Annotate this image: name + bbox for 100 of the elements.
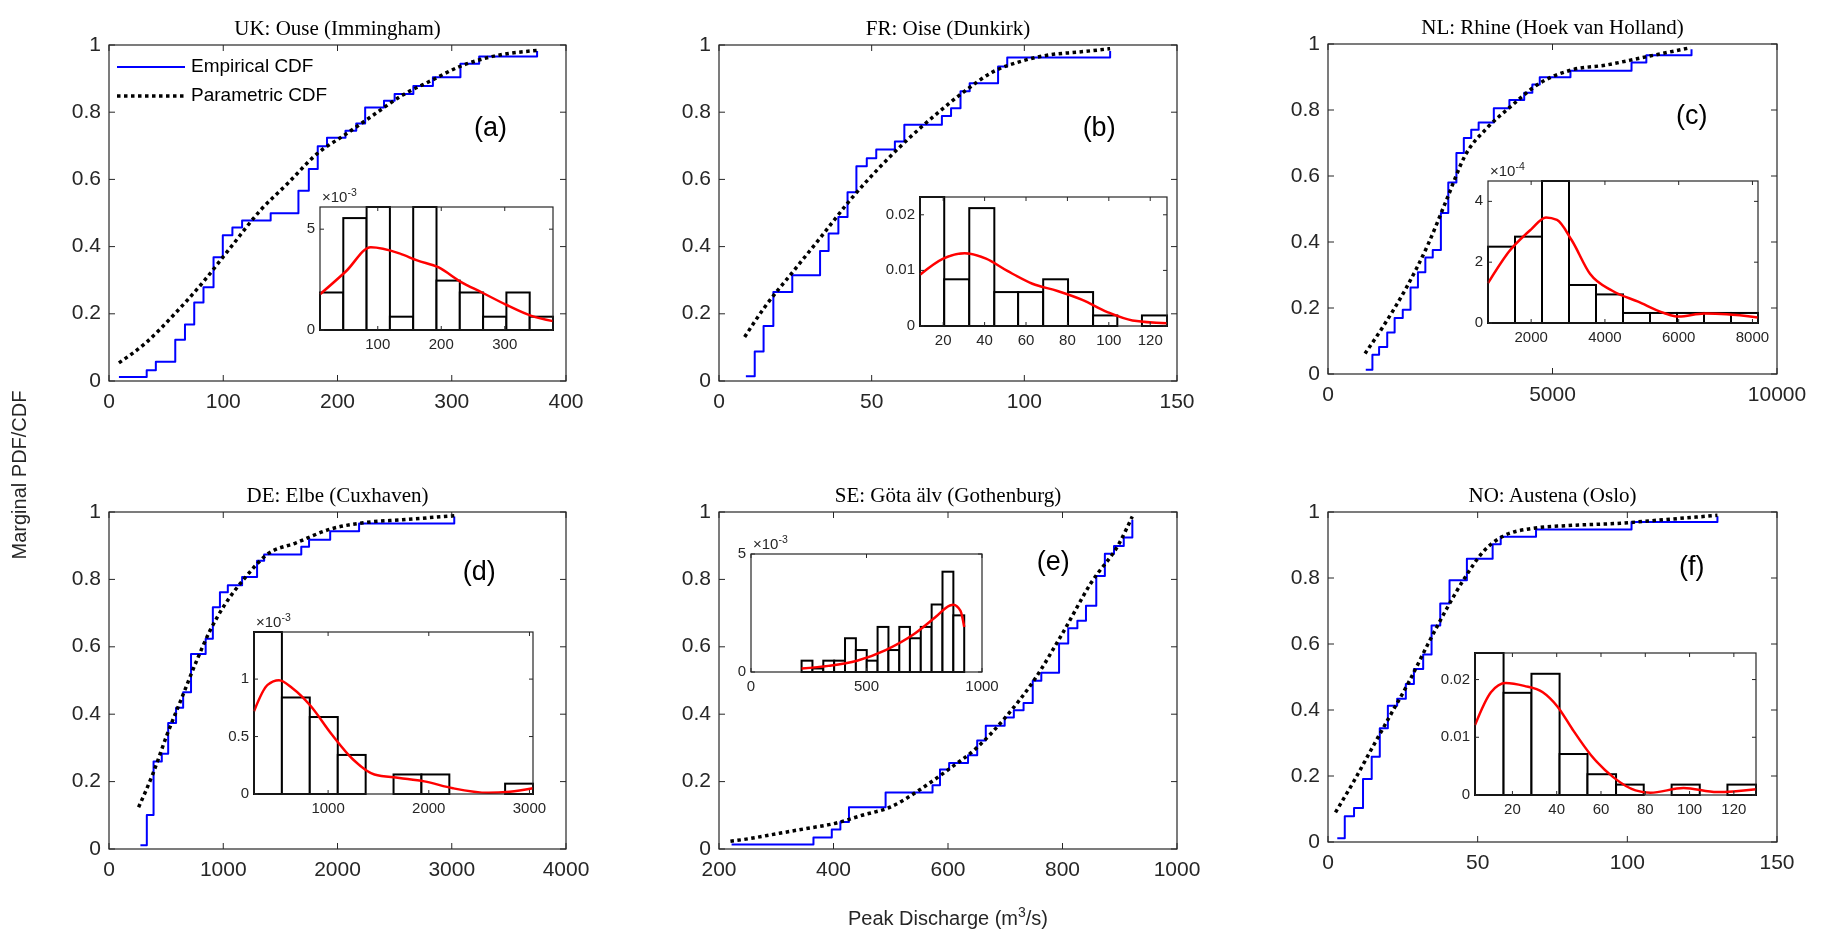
y-tick-label: 0.6 bbox=[71, 633, 101, 657]
y-tick-label: 0.01 bbox=[1440, 727, 1470, 745]
y-tick-label: 0.4 bbox=[1290, 228, 1321, 252]
y-tick-label: 0.5 bbox=[228, 726, 249, 744]
x-tick-label: 300 bbox=[492, 335, 518, 353]
y-tick-label: 1 bbox=[699, 31, 711, 55]
annotation: ×10$^{-3}$ bbox=[256, 611, 291, 630]
annotation: (b) bbox=[1082, 112, 1116, 143]
x-tick-label: 40 bbox=[976, 331, 993, 349]
x-tick-label: 100 bbox=[1006, 389, 1042, 413]
y-tick-label: 0.2 bbox=[681, 768, 711, 792]
x-tick-label: 400 bbox=[548, 389, 584, 413]
legend-label: Empirical CDF bbox=[191, 55, 314, 77]
x-tick-label: 2000 bbox=[314, 857, 361, 881]
x-tick-label: 8000 bbox=[1735, 328, 1770, 346]
y-tick-label: 0 bbox=[1461, 784, 1470, 802]
x-tick-label: 120 bbox=[1137, 331, 1163, 349]
x-tick-label: 1000 bbox=[311, 799, 345, 817]
x-tick-label: 600 bbox=[930, 857, 966, 881]
y-tick-label: 0.2 bbox=[71, 300, 101, 324]
y-tick-label: 1 bbox=[699, 498, 711, 522]
line-series bbox=[918, 251, 1169, 325]
x-tick-label: 3000 bbox=[512, 799, 547, 817]
line-series bbox=[1473, 681, 1758, 794]
annotation: (e) bbox=[1036, 545, 1070, 576]
x-tick-label: 50 bbox=[1465, 850, 1490, 874]
y-tick-label: 1 bbox=[1308, 498, 1320, 522]
y-tick-label: 0.8 bbox=[71, 98, 101, 122]
y-tick-label: 0 bbox=[89, 367, 101, 391]
x-tick-label: 6000 bbox=[1662, 328, 1696, 346]
chart-title: FR: Oise (Dunkirk) bbox=[865, 16, 1031, 40]
y-tick-label: 0.2 bbox=[71, 768, 101, 792]
chart-title: NO: Austena (Oslo) bbox=[1468, 483, 1637, 507]
y-tick-label: 0.2 bbox=[1290, 762, 1320, 786]
x-tick-label: 150 bbox=[1159, 389, 1195, 413]
x-tick-label: 20 bbox=[934, 331, 952, 349]
x-tick-label: 500 bbox=[853, 677, 880, 695]
y-tick-label: 1 bbox=[1308, 30, 1320, 54]
annotation: (d) bbox=[462, 555, 496, 586]
x-tick-label: 100 bbox=[205, 389, 241, 413]
x-tick-label: 800 bbox=[1044, 857, 1081, 881]
y-tick-label: 1 bbox=[89, 498, 101, 522]
line-series bbox=[252, 679, 535, 795]
x-tick-label: 40 bbox=[1548, 800, 1566, 818]
y-tick-label: 0.01 bbox=[885, 260, 915, 278]
x-tick-label: 4000 bbox=[542, 857, 590, 881]
y-tick-label: 0.6 bbox=[1290, 630, 1320, 654]
y-tick-label: 0.02 bbox=[885, 204, 915, 222]
x-tick-label: 5000 bbox=[1529, 382, 1576, 406]
x-tick-label: 2000 bbox=[1514, 328, 1548, 346]
y-tick-label: 0 bbox=[1308, 360, 1320, 384]
y-tick-label: 2 bbox=[1474, 252, 1483, 270]
annotation: ×10$^{-3}$ bbox=[753, 533, 788, 552]
y-tick-label: 0 bbox=[1474, 312, 1483, 330]
y-tick-label: 0.2 bbox=[1290, 294, 1320, 318]
y-tick-label: 0.4 bbox=[1290, 696, 1321, 720]
y-tick-label: 0.8 bbox=[681, 565, 711, 589]
x-tick-label: 100 bbox=[1609, 850, 1645, 874]
x-tick-label: 60 bbox=[1017, 331, 1035, 349]
x-tick-label: 120 bbox=[1721, 800, 1747, 818]
y-tick-label: 0.6 bbox=[71, 165, 101, 189]
annotation: ×10$^{-3}$ bbox=[322, 186, 357, 205]
y-tick-label: 0 bbox=[240, 783, 249, 801]
chart-title: DE: Elbe (Cuxhaven) bbox=[246, 483, 429, 507]
annotation: (f) bbox=[1678, 551, 1705, 582]
y-tick-label: 1 bbox=[89, 31, 101, 55]
y-tick-label: 0 bbox=[906, 315, 915, 333]
y-tick-label: 0.8 bbox=[1290, 96, 1320, 120]
legend-label: Parametric CDF bbox=[191, 84, 328, 106]
y-tick-label: 0.8 bbox=[71, 565, 101, 589]
y-tick-label: 4 bbox=[1474, 191, 1483, 209]
y-tick-label: 5 bbox=[737, 543, 746, 561]
x-tick-label: 2000 bbox=[412, 799, 446, 817]
y-tick-label: 5 bbox=[306, 219, 315, 237]
chart-title: SE: Göta älv (Gothenburg) bbox=[834, 483, 1062, 507]
x-tick-label: 200 bbox=[428, 335, 454, 353]
x-tick-label: 150 bbox=[1759, 850, 1795, 874]
x-tick-label: 1000 bbox=[965, 677, 999, 695]
x-tick-label: 80 bbox=[1636, 800, 1654, 818]
x-tick-label: 100 bbox=[1096, 331, 1122, 349]
annotation: ×10$^{-4}$ bbox=[1490, 160, 1525, 179]
x-tick-label: 50 bbox=[859, 389, 884, 413]
chart-title: UK: Ouse (Immingham) bbox=[234, 16, 441, 40]
x-tick-label: 1000 bbox=[1153, 857, 1201, 881]
x-tick-label: 4000 bbox=[1588, 328, 1622, 346]
x-axis-title: Peak Discharge (m$^{3}$/s) bbox=[847, 904, 1049, 929]
y-tick-label: 0.02 bbox=[1440, 669, 1470, 687]
x-tick-label: 10000 bbox=[1747, 382, 1807, 406]
annotation: (a) bbox=[474, 112, 508, 143]
y-tick-label: 0.2 bbox=[681, 300, 711, 324]
x-tick-label: 1000 bbox=[199, 857, 247, 881]
y-tick-label: 0 bbox=[89, 835, 101, 859]
x-tick-label: 100 bbox=[365, 335, 391, 353]
y-tick-label: 0.4 bbox=[681, 700, 712, 724]
y-tick-label: 0 bbox=[1308, 828, 1320, 852]
y-tick-label: 0.8 bbox=[681, 98, 711, 122]
y-tick-label: 0.6 bbox=[1290, 162, 1320, 186]
x-tick-label: 80 bbox=[1059, 331, 1076, 349]
y-tick-label: 0.4 bbox=[71, 233, 102, 257]
x-tick-label: 20 bbox=[1504, 800, 1521, 818]
